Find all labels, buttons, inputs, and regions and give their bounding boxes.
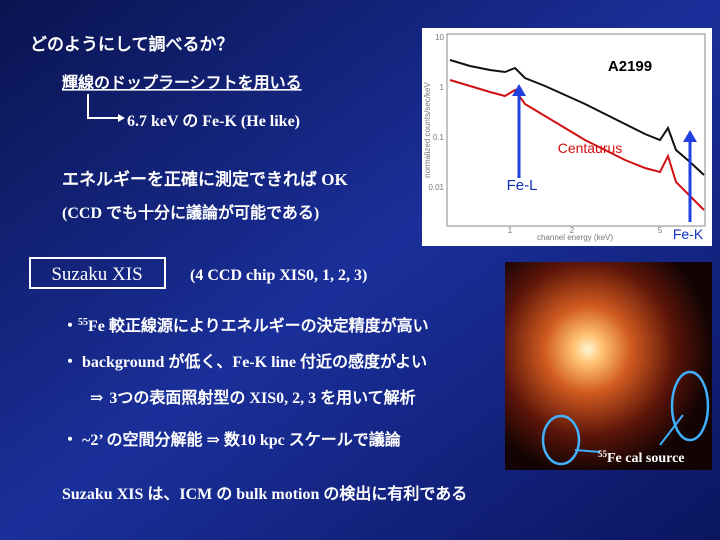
condition: エネルギーを正確に測定できれば OK — [62, 169, 348, 189]
superscript: 55 — [78, 317, 88, 328]
superscript: 55 — [598, 449, 608, 459]
arrow-head — [683, 130, 697, 142]
x-axis-label: channel energy (keV) — [537, 233, 613, 242]
connector-arrow — [87, 94, 118, 119]
x-tick-label: 5 — [658, 226, 663, 235]
conclusion: Suzaku XIS は、ICM の bulk motion の検出に有利である — [62, 484, 467, 503]
instrument-name: Suzaku XIS — [51, 264, 142, 285]
arrow-head — [512, 84, 526, 96]
spectrum-label: A2199 — [608, 58, 652, 75]
caption-text: Fe cal source — [607, 451, 685, 466]
x-tick-label: 1 — [508, 226, 513, 235]
instrument-box — [29, 257, 166, 289]
y-tick-label: 10 — [435, 33, 444, 42]
spectrum-label: Fe-K — [673, 226, 704, 242]
title: どのようにして調べるか？ — [30, 34, 234, 54]
y-tick-label: 0.1 — [433, 133, 445, 142]
bullet: ・55Fe 較正線源によりエネルギーの決定精度が高い — [62, 316, 429, 335]
arrow-head — [118, 114, 125, 122]
x-tick-label: 2 — [570, 226, 575, 235]
spectrum-label: Centaurus — [558, 140, 623, 156]
bullet-marker: ⇒ — [90, 390, 103, 407]
image-caption: 55Fe cal source — [598, 449, 685, 466]
bullet: ⇒ 3つの表面照射型の XIS0, 2, 3 を用いて解析 — [90, 388, 416, 407]
instrument-note: (4 CCD chip XIS0, 1, 2, 3) — [190, 267, 367, 284]
ccd-image — [505, 262, 712, 470]
bullet-text: Fe 較正線源によりエネルギーの決定精度が高い — [88, 316, 429, 335]
bullet-text: ~2’ の空間分解能 ⇒ 数10 kpc スケールで議論 — [82, 430, 402, 449]
bullet: ・ ~2’ の空間分解能 ⇒ 数10 kpc スケールで議論 — [62, 430, 402, 449]
spectrum-label: Fe-L — [507, 177, 538, 194]
condition-note: (CCD でも十分に議論が可能である) — [62, 203, 319, 222]
bullet-text: background が低く、Fe-K line 付近の感度がよい — [82, 352, 427, 371]
y-axis-label: normalized counts/sec/keV — [423, 82, 432, 178]
bullet-marker: ・ — [62, 318, 78, 335]
spectrum-curve — [449, 79, 705, 211]
method: 輝線のドップラーシフトを用いる — [62, 73, 302, 92]
spectrum-panel: normalized counts/sec/keV channel energy… — [422, 28, 712, 246]
bullet-marker: ・ — [62, 354, 78, 371]
spectrum-curve — [449, 59, 705, 176]
bullet-text: 3つの表面照射型の XIS0, 2, 3 を用いて解析 — [109, 388, 415, 407]
bullet: ・ background が低く、Fe-K line 付近の感度がよい — [62, 352, 427, 371]
bullet-marker: ・ — [62, 432, 78, 449]
y-tick-label: 0.01 — [428, 183, 444, 192]
y-tick-label: 1 — [440, 83, 445, 92]
method-detail: 6.7 keV の Fe-K (He like) — [127, 113, 300, 130]
